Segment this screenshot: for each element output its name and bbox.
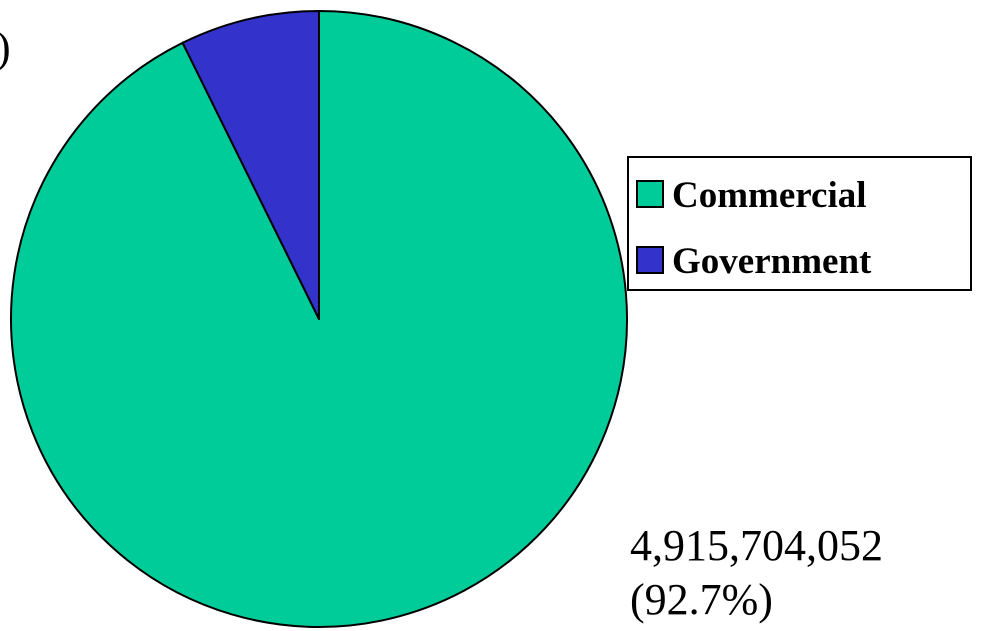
government-label-fragment: ) <box>0 23 11 72</box>
legend-box <box>627 156 972 291</box>
pie-slice-government <box>181 10 320 320</box>
legend-label-commercial: Commercial <box>672 175 867 216</box>
legend-swatch-government <box>636 246 664 274</box>
legend-label-government: Government <box>672 241 872 282</box>
pie-slices <box>10 10 628 628</box>
legend: Commercial Government <box>627 156 972 291</box>
legend-item-government: Government <box>636 241 872 282</box>
commercial-percent-label: (92.7%) <box>630 575 773 624</box>
commercial-value-label: 4,915,704,052 <box>630 521 883 570</box>
legend-swatch-commercial <box>636 180 664 208</box>
legend-item-commercial: Commercial <box>636 175 867 216</box>
